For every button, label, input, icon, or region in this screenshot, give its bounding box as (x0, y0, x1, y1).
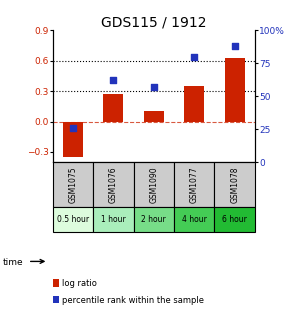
Text: GSM1076: GSM1076 (109, 166, 118, 203)
Bar (53, 296, 59, 303)
Title: GDS115 / 1912: GDS115 / 1912 (101, 15, 207, 29)
Bar (93, 162, 134, 207)
Text: time: time (3, 258, 23, 266)
Point (71, 125, 75, 130)
Bar (174, 207, 214, 232)
Point (192, 54, 197, 59)
Text: GSM1077: GSM1077 (190, 166, 199, 203)
Text: 1 hour: 1 hour (101, 215, 126, 224)
Text: GSM1075: GSM1075 (69, 166, 77, 203)
Bar (53, 207, 93, 232)
Bar (214, 162, 255, 207)
Bar (144, 112, 164, 122)
Bar (134, 162, 174, 207)
Bar (53, 279, 59, 287)
Bar (134, 207, 174, 232)
Bar (63, 122, 83, 157)
Bar (214, 207, 255, 232)
Text: log ratio: log ratio (62, 280, 97, 288)
Text: GSM1090: GSM1090 (149, 166, 158, 203)
Bar (184, 86, 205, 122)
Text: 0.5 hour: 0.5 hour (57, 215, 89, 224)
Point (151, 84, 156, 90)
Text: GSM1078: GSM1078 (230, 166, 239, 203)
Text: 2 hour: 2 hour (142, 215, 166, 224)
Text: 6 hour: 6 hour (222, 215, 247, 224)
Text: 4 hour: 4 hour (182, 215, 207, 224)
Bar (103, 94, 124, 122)
Point (111, 78, 116, 83)
Bar (53, 162, 93, 207)
Bar (224, 58, 245, 122)
Text: percentile rank within the sample: percentile rank within the sample (62, 296, 204, 305)
Point (232, 43, 237, 49)
Bar (93, 207, 134, 232)
Bar (174, 162, 214, 207)
